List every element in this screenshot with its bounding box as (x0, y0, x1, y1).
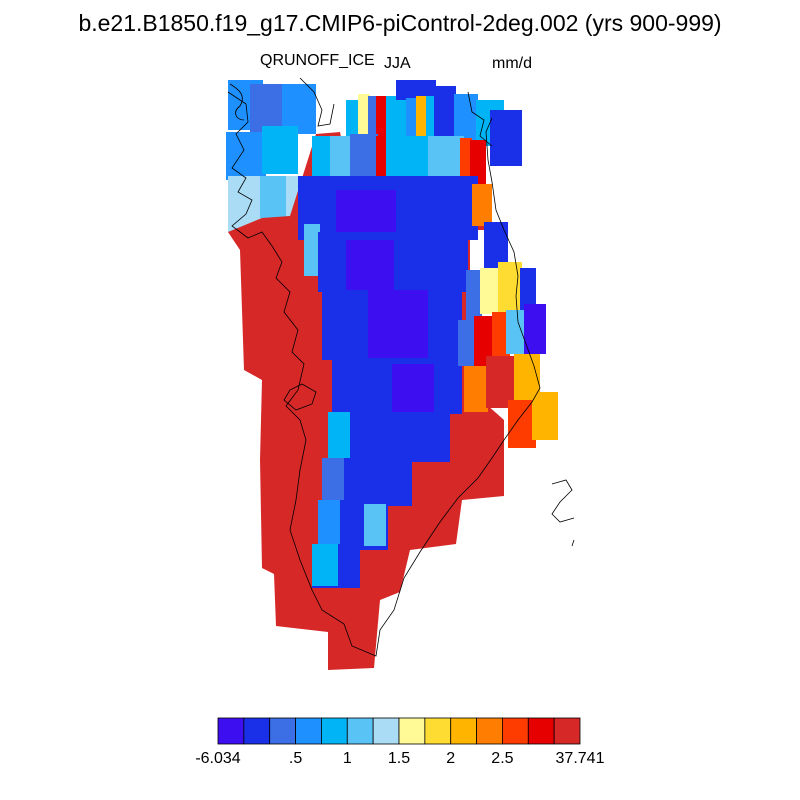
colorbar-box (476, 717, 503, 745)
grid-cell (282, 84, 316, 134)
northern-grid-cells (226, 80, 522, 232)
grid-cell (368, 96, 378, 144)
grid-cell (318, 500, 340, 548)
grid-cell (376, 96, 388, 144)
colorbar-box (243, 717, 271, 745)
colorbar-tick-label: 2.5 (491, 750, 514, 767)
season-label: JJA (384, 55, 411, 72)
grid-cell (434, 86, 456, 146)
colorbar-tick-label: 1.5 (387, 750, 411, 767)
grid-cell (508, 400, 536, 448)
colorbar-box (321, 717, 348, 745)
colorbar-box (295, 717, 322, 745)
colorbar-box (398, 717, 426, 745)
grid-cell (396, 80, 436, 100)
grid-cell (474, 316, 496, 366)
variable-label: QRUNOFF_ICE (260, 52, 375, 69)
colorbar-box (217, 717, 245, 745)
colorbar-box (346, 717, 374, 745)
grid-cell (466, 270, 482, 320)
grid-cell (460, 138, 472, 186)
colorbar-tick-label: 1 (342, 750, 352, 767)
grid-cell (364, 504, 386, 546)
grid-cell (454, 94, 478, 142)
grid-cell (304, 224, 320, 276)
grid-cell (498, 262, 522, 314)
colorbar-tick-label: -6.034 (195, 750, 241, 767)
grid-cell (260, 176, 290, 218)
grid-cell (386, 96, 408, 144)
eastern-grid-cells (458, 184, 558, 448)
grid-cell (226, 132, 266, 180)
grid-cell (250, 84, 288, 132)
colorbar-box (269, 717, 296, 745)
grid-cell (426, 96, 436, 142)
grid-cell (262, 126, 298, 174)
grid-cell (322, 458, 344, 500)
units-label: mm/d (492, 55, 532, 72)
grid-cell (312, 544, 338, 586)
grid-cell (520, 268, 536, 314)
colorbar-box (527, 717, 555, 745)
grid-cell (458, 320, 478, 366)
figure-title: b.e21.B1850.f19_g17.CMIP6-piControl-2deg… (78, 10, 722, 36)
grid-cell (312, 136, 334, 188)
grid-cell (346, 240, 394, 296)
colorbar-box (424, 717, 452, 745)
grid-cell (336, 190, 396, 240)
grid-cell (328, 412, 350, 458)
grid-cell (464, 366, 488, 412)
grid-cell (524, 304, 546, 354)
colorbar-tick-label: 37.741 (555, 750, 605, 767)
grid-cell (532, 392, 558, 440)
colorbar-box (553, 717, 581, 745)
colorbar-box (450, 717, 477, 745)
coastline (227, 77, 575, 657)
grid-cell (406, 98, 418, 146)
grid-cell (368, 290, 428, 364)
grid-cell (490, 110, 522, 166)
colorbar-box (502, 717, 529, 745)
grid-cell (506, 310, 526, 354)
colorbar-box (372, 717, 400, 745)
colorbar-tick-label: .5 (288, 750, 303, 767)
colorbar-tick-label: 2 (446, 750, 456, 767)
grid-cell (492, 312, 510, 364)
grid-cell (416, 96, 428, 144)
grid-cell (472, 184, 492, 226)
grid-cell (358, 94, 370, 140)
grid-cell (486, 356, 516, 408)
interior-grid-cells (298, 134, 486, 588)
grid-cell (392, 364, 434, 414)
